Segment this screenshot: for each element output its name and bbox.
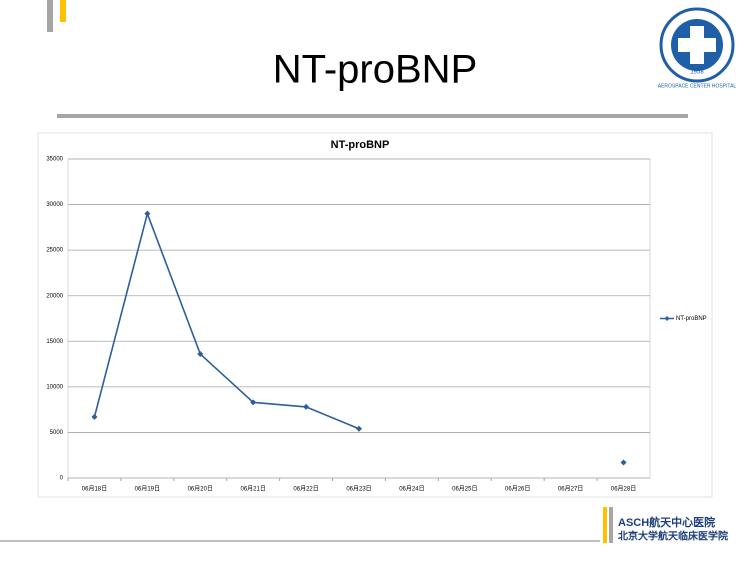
footer-rule (0, 540, 600, 542)
footer-text: ASCH航天中心医院 (618, 515, 715, 529)
footer-text: 北京大学航天临床医学院 (618, 530, 728, 543)
point (91, 413, 98, 420)
x-tick-label: 06月27日 (558, 486, 583, 493)
x-tick-label: 06月18日 (82, 486, 107, 493)
point (620, 459, 627, 466)
x-tick-label: 06月23日 (346, 486, 371, 493)
point (144, 210, 151, 217)
y-tick-label: 20000 (46, 293, 63, 299)
decor-bar (609, 507, 613, 543)
y-tick-label: 30000 (46, 202, 63, 208)
decor-bar (603, 507, 607, 543)
point (197, 351, 204, 358)
point (303, 403, 310, 410)
title-rule (57, 114, 688, 118)
decor-bar (47, 0, 53, 32)
slide-title: NT-proBNP (273, 48, 478, 92)
chart-frame (37, 132, 713, 498)
decor-bar (60, 0, 66, 22)
legend-marker (664, 316, 670, 321)
y-tick-label: 10000 (46, 384, 63, 390)
logo-ring: AEROSPACE CENTER HOSPITAL (658, 83, 737, 89)
x-tick-label: 06月26日 (505, 486, 530, 493)
y-tick-label: 15000 (46, 339, 63, 345)
chart-title: NT-proBNP (331, 139, 390, 151)
y-tick-label: 0 (60, 476, 64, 482)
logo: 1958 AEROSPACE CENTER HOSPITAL (658, 7, 737, 89)
x-tick-label: 06月20日 (188, 486, 213, 493)
y-tick-label: 25000 (46, 248, 63, 254)
x-tick-label: 06月24日 (399, 486, 424, 493)
point (250, 399, 257, 406)
x-tick-label: 06月25日 (452, 486, 477, 493)
x-tick-label: 06月22日 (293, 486, 318, 493)
y-tick-label: 5000 (50, 430, 64, 436)
x-tick-label: 06月28日 (611, 486, 636, 493)
point (356, 425, 362, 432)
x-tick-label: 06月21日 (241, 486, 266, 493)
x-tick-label: 06月19日 (135, 486, 160, 493)
logo-year: 1958 (690, 70, 704, 76)
y-tick-label: 35000 (46, 157, 63, 163)
legend-label: NT-proBNP (676, 316, 707, 322)
